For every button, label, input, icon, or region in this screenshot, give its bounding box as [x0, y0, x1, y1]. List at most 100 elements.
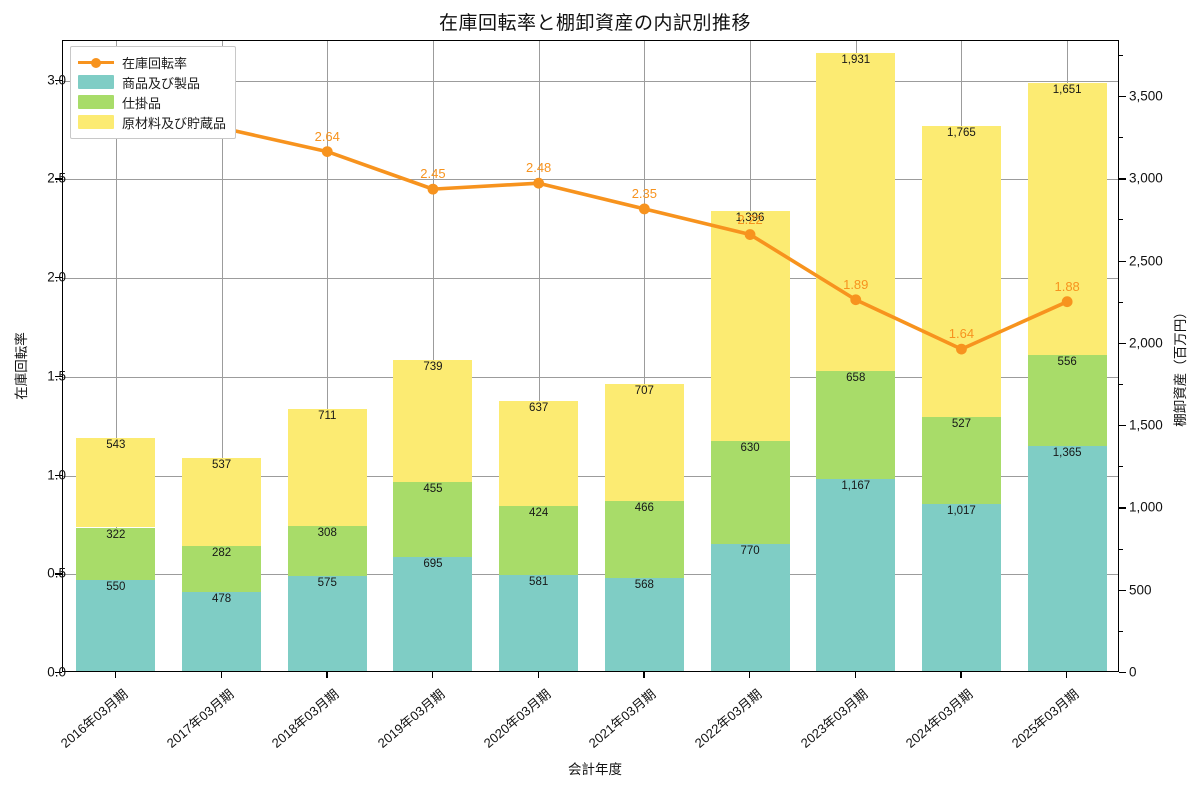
y-axis-left-tickmark — [55, 375, 62, 378]
bar-value-label: 556 — [1057, 355, 1077, 368]
x-axis-tickmark — [749, 672, 751, 678]
x-axis-tickmark — [220, 672, 222, 678]
x-axis-tick-label: 2022年03月期 — [691, 686, 765, 751]
bar-stack[interactable]: 770 630 1,396 — [710, 210, 790, 671]
rate-marker[interactable] — [533, 177, 545, 189]
gridline-horizontal — [63, 278, 1118, 279]
bar-stack[interactable]: 1,365 556 1,651 — [1027, 83, 1107, 671]
x-axis-tick-label: 2017年03月期 — [163, 686, 237, 751]
legend-item[interactable]: 在庫回転率 — [78, 52, 226, 72]
bar-value-label: 637 — [529, 401, 549, 414]
bar-segment[interactable]: 707 — [604, 384, 684, 501]
rate-line — [114, 102, 1069, 351]
bar-segment[interactable]: 695 — [393, 556, 473, 671]
gridline-vertical — [644, 41, 646, 671]
bar-value-label: 711 — [318, 409, 337, 422]
rate-value-label: 2.45 — [420, 166, 446, 182]
bar-segment[interactable]: 1,765 — [921, 126, 1001, 417]
rate-marker[interactable] — [321, 146, 333, 157]
bar-segment[interactable]: 455 — [393, 481, 473, 557]
y-axis-left-tickmark — [55, 277, 62, 279]
page-title: 在庫回転率と棚卸資産の内訳別推移 — [438, 13, 751, 34]
y-axis-right-minor-tickmark — [1119, 301, 1123, 303]
y-axis-right-minor-tickmark — [1119, 137, 1123, 139]
bar-segment[interactable]: 637 — [499, 400, 579, 506]
y-axis-left-tickmark — [55, 474, 62, 476]
x-axis-tickmark — [431, 672, 434, 678]
bar-value-label: 550 — [106, 581, 126, 594]
bar-stack[interactable]: 1,167 658 1,931 — [816, 52, 896, 671]
legend-item[interactable]: 原材料及び貯蔵品 — [78, 112, 226, 132]
x-axis-tickmark — [854, 672, 857, 678]
rate-value-label: 2.48 — [525, 160, 552, 176]
bar-segment[interactable]: 537 — [182, 457, 262, 546]
bar-stack[interactable]: 550 322 543 — [76, 438, 156, 671]
bar-segment[interactable]: 630 — [710, 440, 790, 545]
bar-value-label: 568 — [634, 578, 654, 591]
bar-stack[interactable]: 1,017 527 1,765 — [921, 126, 1001, 671]
y-axis-right-tick-label: 2,500 — [1129, 253, 1163, 269]
legend-item[interactable]: 仕掛品 — [78, 92, 226, 112]
x-axis-tickmark — [643, 672, 645, 678]
bar-segment[interactable]: 308 — [287, 525, 367, 577]
y-axis-right-tick-label: 3,000 — [1129, 170, 1163, 186]
bar-segment[interactable]: 1,167 — [816, 478, 896, 671]
bar-value-label: 658 — [846, 371, 866, 384]
bar-segment[interactable]: 550 — [76, 580, 156, 671]
rate-marker[interactable] — [638, 203, 650, 215]
legend-line-icon — [78, 55, 114, 69]
bar-value-label: 322 — [106, 528, 126, 541]
bar-stack[interactable]: 575 308 711 — [287, 408, 367, 671]
bar-segment[interactable]: 711 — [287, 408, 367, 526]
gridline-horizontal — [63, 179, 1118, 181]
bar-segment[interactable]: 322 — [76, 527, 156, 581]
bar-value-label: 630 — [740, 441, 760, 454]
y-axis-right-tickmark — [1119, 589, 1126, 591]
bar-segment[interactable]: 543 — [76, 438, 156, 528]
bar-stack[interactable]: 568 466 707 — [604, 384, 684, 671]
y-axis-right-minor-tickmark — [1119, 630, 1123, 632]
x-axis-tick-label: 2021年03月期 — [586, 686, 659, 751]
bar-segment[interactable]: 575 — [287, 576, 367, 671]
bar-stack[interactable]: 478 282 537 — [182, 457, 262, 671]
bar-segment[interactable]: 478 — [182, 592, 262, 671]
bar-segment[interactable]: 556 — [1027, 354, 1107, 447]
bar-segment[interactable]: 739 — [393, 360, 473, 482]
bar-segment[interactable]: 770 — [710, 544, 790, 671]
bar-segment[interactable]: 568 — [604, 577, 684, 671]
y-axis-right-minor-tickmark — [1119, 466, 1123, 468]
bar-segment[interactable]: 466 — [604, 500, 684, 578]
rate-marker[interactable] — [744, 229, 756, 240]
y-axis-right-tickmark — [1119, 342, 1126, 345]
y-axis-right-minor-tickmark — [1119, 548, 1123, 550]
x-axis-tick-label: 2019年03月期 — [374, 686, 448, 751]
legend-item-label: 原材料及び貯蔵品 — [122, 115, 227, 131]
bar-segment[interactable]: 282 — [182, 545, 262, 593]
y-axis-right-label: 棚卸資産（百万円） — [1172, 305, 1188, 427]
bar-stack[interactable]: 581 424 637 — [499, 400, 579, 671]
gridline-horizontal — [63, 376, 1118, 378]
bar-segment[interactable]: 1,017 — [921, 503, 1001, 671]
legend-item[interactable]: 商品及び製品 — [78, 72, 226, 92]
rate-marker[interactable] — [427, 183, 439, 195]
bar-value-label: 1,167 — [841, 479, 871, 492]
bar-segment[interactable]: 527 — [921, 416, 1001, 504]
y-axis-right-tickmark — [1119, 95, 1126, 98]
bar-segment[interactable]: 658 — [816, 370, 896, 479]
rate-marker[interactable] — [1061, 296, 1073, 308]
bar-value-label: 308 — [317, 526, 337, 539]
bar-value-label: 527 — [951, 417, 972, 430]
rate-marker[interactable] — [850, 294, 862, 306]
bar-stack[interactable]: 695 455 739 — [393, 360, 473, 671]
bar-segment[interactable]: 1,931 — [816, 52, 896, 371]
bar-segment[interactable]: 1,651 — [1027, 83, 1107, 355]
bar-value-label: 695 — [423, 557, 443, 570]
bar-segment[interactable]: 1,365 — [1027, 446, 1107, 671]
bar-value-label: 1,017 — [947, 504, 976, 517]
rate-marker[interactable] — [956, 343, 967, 355]
y-axis-right-tick-label: 3,500 — [1129, 88, 1163, 104]
bar-segment[interactable]: 581 — [499, 575, 579, 671]
rate-value-label: 2.22 — [737, 211, 763, 227]
y-axis-left-tickmark — [55, 79, 62, 81]
bar-segment[interactable]: 424 — [499, 505, 579, 576]
